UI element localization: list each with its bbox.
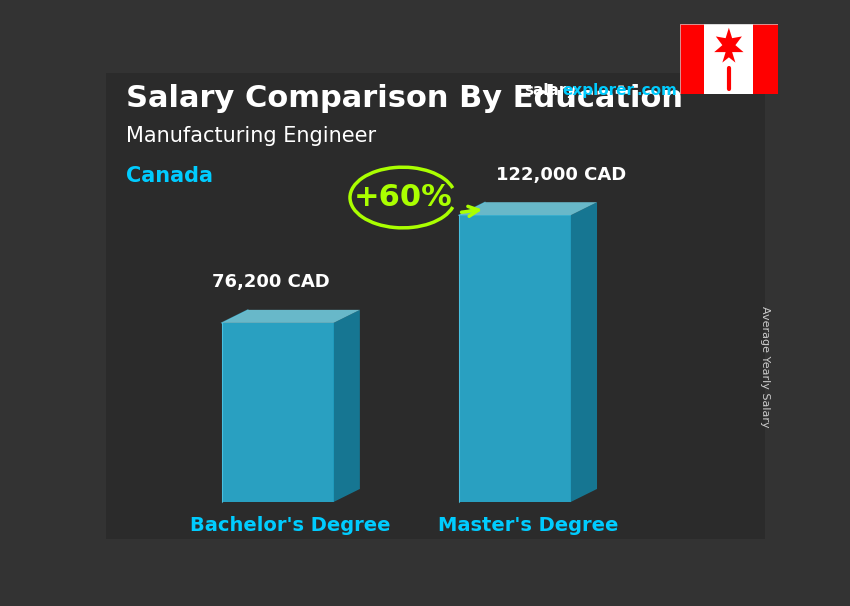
Text: explorer: explorer <box>563 83 635 98</box>
Polygon shape <box>459 202 597 215</box>
Text: Canada: Canada <box>126 166 213 186</box>
Polygon shape <box>222 323 333 502</box>
Text: Bachelor's Degree: Bachelor's Degree <box>190 516 391 534</box>
Text: 76,200 CAD: 76,200 CAD <box>212 273 330 291</box>
Polygon shape <box>333 310 360 502</box>
Text: 122,000 CAD: 122,000 CAD <box>496 165 626 184</box>
Bar <box>753 24 778 94</box>
Text: .com: .com <box>637 83 677 98</box>
Text: salary: salary <box>524 83 577 98</box>
Polygon shape <box>714 28 744 62</box>
Polygon shape <box>222 310 360 323</box>
Text: +60%: +60% <box>354 183 452 212</box>
Text: Manufacturing Engineer: Manufacturing Engineer <box>126 127 377 147</box>
Text: Average Yearly Salary: Average Yearly Salary <box>760 306 770 428</box>
Bar <box>680 24 705 94</box>
Text: Salary Comparison By Education: Salary Comparison By Education <box>126 84 683 113</box>
Polygon shape <box>459 215 570 502</box>
Text: Master's Degree: Master's Degree <box>438 516 618 534</box>
Polygon shape <box>570 202 597 502</box>
